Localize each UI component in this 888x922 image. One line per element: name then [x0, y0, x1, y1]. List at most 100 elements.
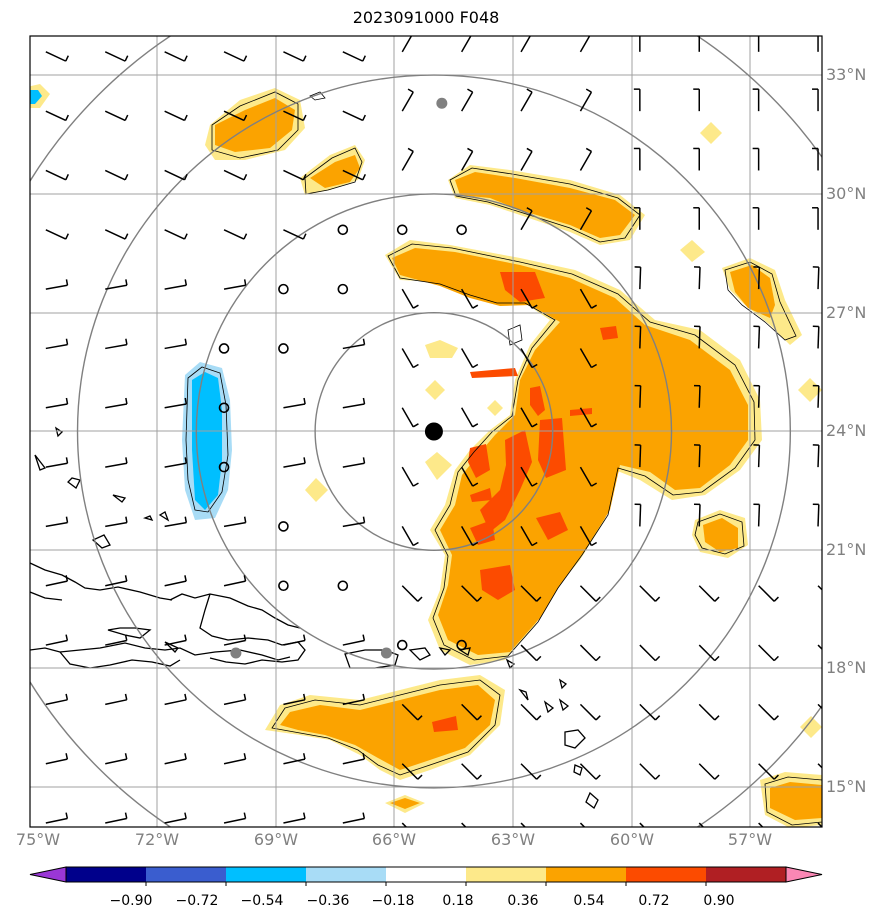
wind-barb — [579, 207, 593, 231]
wind-barb — [461, 822, 467, 827]
wind-barb — [698, 703, 720, 721]
wind-barb — [520, 526, 538, 547]
wind-barb — [579, 36, 591, 53]
wind-barb — [401, 407, 419, 428]
wind-barb — [283, 812, 306, 824]
wind-barb — [105, 753, 128, 765]
wind-barb — [812, 88, 819, 112]
wind-barb — [218, 343, 230, 354]
wind-barb — [223, 169, 248, 181]
colorbar-segment — [306, 867, 386, 882]
wind-barb — [164, 110, 188, 122]
wind-barb — [283, 169, 307, 181]
wind-barb — [693, 266, 701, 290]
wind-barb — [164, 575, 187, 587]
colorbar-segment — [706, 867, 786, 882]
wind-barb — [283, 397, 306, 409]
wind-barb — [342, 457, 366, 468]
ring-marker — [436, 97, 448, 109]
wind-barb — [164, 693, 187, 706]
wind-barb — [639, 703, 661, 721]
wind-barb — [520, 36, 532, 53]
wind-barb — [401, 466, 419, 487]
wind-barb — [639, 644, 661, 662]
wind-barb — [283, 457, 306, 468]
wind-barb — [520, 207, 533, 231]
wind-barb — [401, 36, 413, 53]
lon-tick: 57°W — [727, 830, 773, 849]
wind-barb — [283, 110, 307, 122]
wind-barb — [342, 397, 366, 409]
wind-barb — [223, 516, 247, 528]
wind-barb — [104, 229, 129, 240]
colorbar-tick: 0.72 — [638, 893, 670, 909]
wind-barb — [105, 457, 128, 468]
wind-barb — [639, 763, 661, 780]
wind-barb — [105, 397, 128, 409]
wind-barb — [104, 51, 129, 62]
wind-barb — [45, 693, 69, 706]
wind-barb — [283, 51, 307, 62]
wind-barb — [698, 763, 720, 780]
wind-barb — [817, 822, 822, 827]
wind-barb — [218, 402, 230, 414]
wind-barb — [520, 348, 538, 369]
wind-barb — [758, 585, 779, 602]
colorbar-segment — [546, 867, 626, 882]
colorbar-outline — [65, 866, 787, 883]
wind-barb — [817, 36, 819, 52]
colorbar-tick: −0.36 — [306, 893, 350, 909]
ring-marker — [380, 647, 392, 659]
wind-barb — [812, 147, 819, 171]
wind-barb — [105, 634, 128, 646]
wind-barb — [164, 812, 187, 824]
wind-barb — [461, 763, 482, 780]
wind-barb — [758, 644, 779, 662]
field-orange — [215, 98, 822, 820]
wind-barb — [401, 288, 419, 309]
colorbar-tick: −0.72 — [175, 893, 219, 909]
wind-barb — [278, 580, 289, 592]
wind-barb — [223, 229, 248, 240]
wind-barb — [45, 812, 69, 824]
colorbar-segment — [386, 867, 466, 882]
lon-tick: 60°W — [609, 830, 655, 849]
wind-barb — [164, 753, 187, 765]
field-red-orange — [432, 272, 618, 732]
wind-barb — [337, 224, 349, 236]
wind-barb — [342, 169, 366, 181]
colorbar-segment — [466, 867, 546, 882]
wind-barb — [460, 36, 472, 53]
wind-barb — [639, 36, 641, 52]
wind-barb — [812, 384, 820, 408]
wind-barb — [579, 822, 586, 827]
wind-barb — [693, 503, 701, 527]
wind-barb — [753, 266, 761, 290]
wind-barb — [342, 516, 366, 528]
wind-barb — [634, 384, 642, 408]
wind-barb — [401, 822, 408, 827]
wind-barb — [520, 644, 542, 662]
wind-barb — [164, 634, 187, 646]
wind-barb — [753, 503, 761, 527]
lat-tick: 27°N — [826, 303, 867, 322]
wind-barb — [698, 822, 705, 827]
wind-barb — [164, 397, 188, 409]
shading-layer — [30, 84, 822, 827]
wind-barb — [634, 325, 642, 349]
wind-barb — [342, 753, 366, 765]
colorbar-tick: 0.18 — [442, 893, 474, 909]
wind-barb — [456, 639, 467, 651]
wind-barb — [460, 288, 479, 309]
wind-barb — [223, 110, 248, 122]
wind-barb — [342, 110, 366, 122]
wind-barb — [520, 407, 538, 428]
wind-barb — [817, 585, 822, 591]
wind-barb — [278, 283, 289, 295]
wind-barb — [753, 444, 761, 468]
wind-barb — [520, 288, 538, 309]
wind-barb — [579, 147, 593, 171]
lon-tick: 69°W — [253, 830, 299, 849]
